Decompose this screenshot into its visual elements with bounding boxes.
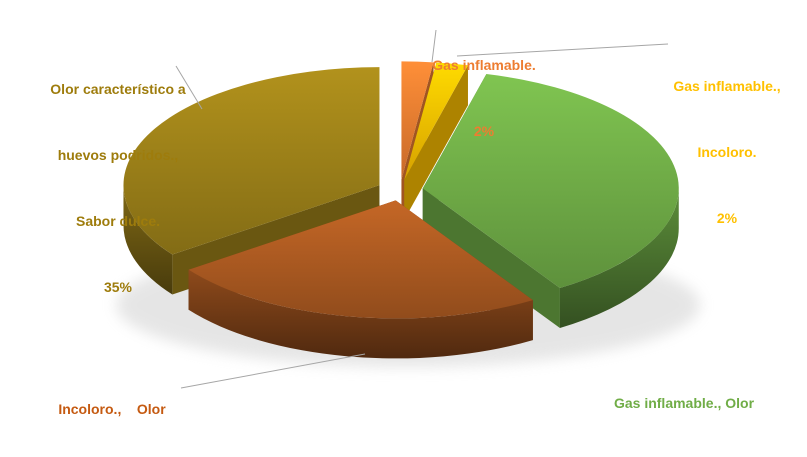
- label-line: huevos podridos.,: [57, 147, 179, 163]
- label-line: Sabor dulce.: [75, 213, 161, 229]
- label-line: Gas inflamable.,: [673, 78, 781, 94]
- label-percent: 2%: [716, 210, 738, 226]
- pie-slice-brown[interactable]: [188, 200, 533, 319]
- pie-slice-olive-side: [123, 185, 173, 295]
- leader-line: [175, 65, 203, 110]
- pie-slice-green[interactable]: [422, 74, 679, 288]
- label-line: Incoloro.: [697, 144, 757, 160]
- pie-slice-green-side: [559, 188, 679, 328]
- data-label-gas-inflamable-incoloro[interactable]: Gas inflamable., Incoloro. 2%: [673, 31, 780, 273]
- leader-line: [180, 353, 366, 389]
- label-line: Incoloro., Olor: [58, 401, 166, 417]
- data-label-gas-olor-sabor[interactable]: Gas inflamable., Olor característico a h…: [606, 348, 762, 457]
- pie-slice-olive[interactable]: [123, 67, 380, 255]
- label-percent: 35%: [103, 279, 133, 295]
- data-label-gas-inflamable[interactable]: Gas inflamable. 2%: [432, 10, 535, 186]
- pie-slice-gold-cut: [404, 65, 468, 220]
- leader-line: [456, 43, 669, 57]
- data-label-olor-sabor[interactable]: Olor característico a huevos podridos., …: [50, 34, 185, 342]
- data-label-incoloro-olor[interactable]: Incoloro., Olor característico a huevos …: [54, 354, 171, 457]
- pie-slice-green-cut: [422, 188, 560, 328]
- pie-slice-orange[interactable]: [401, 61, 434, 180]
- leader-line: [431, 29, 437, 63]
- pie-slice-brown-side: [188, 269, 533, 359]
- label-percent: 2%: [473, 123, 495, 139]
- label-line: Olor característico a: [50, 81, 186, 97]
- label-line: Gas inflamable.: [432, 57, 536, 73]
- pie-slice-gold[interactable]: [404, 62, 468, 180]
- label-line: Gas inflamable., Olor: [613, 395, 755, 411]
